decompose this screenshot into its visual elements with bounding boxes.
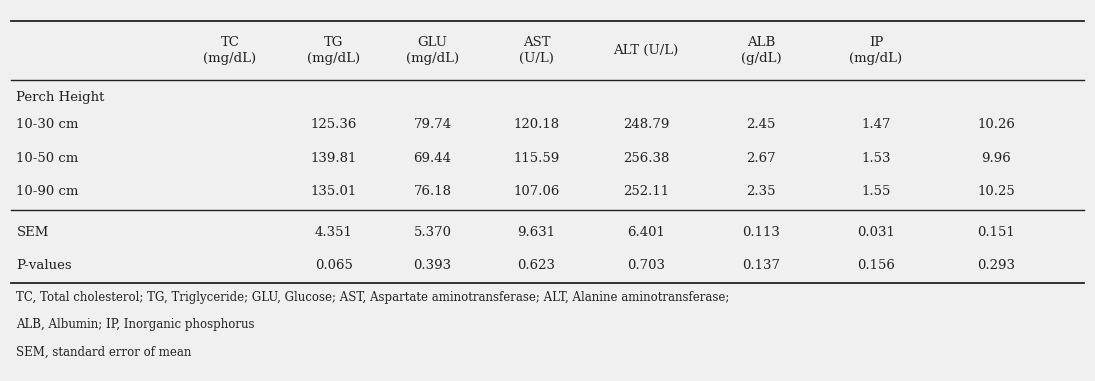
Text: 125.36: 125.36 <box>311 118 357 131</box>
Text: GLU
(mg/dL): GLU (mg/dL) <box>406 36 459 65</box>
Text: 0.113: 0.113 <box>742 226 780 239</box>
Text: Perch Height: Perch Height <box>16 91 105 104</box>
Text: 0.137: 0.137 <box>742 259 780 272</box>
Text: 6.401: 6.401 <box>627 226 665 239</box>
Text: 1.53: 1.53 <box>862 152 890 165</box>
Text: TG
(mg/dL): TG (mg/dL) <box>308 36 360 65</box>
Text: 10-50 cm: 10-50 cm <box>16 152 79 165</box>
Text: 10.26: 10.26 <box>978 118 1015 131</box>
Text: TC, Total cholesterol; TG, Triglyceride; GLU, Glucose; AST, Aspartate aminotrans: TC, Total cholesterol; TG, Triglyceride;… <box>16 291 729 304</box>
Text: IP
(mg/dL): IP (mg/dL) <box>850 36 902 65</box>
Text: ALB
(g/dL): ALB (g/dL) <box>740 36 782 65</box>
Text: ALB, Albumin; IP, Inorganic phosphorus: ALB, Albumin; IP, Inorganic phosphorus <box>16 318 255 331</box>
Text: 135.01: 135.01 <box>311 185 357 198</box>
Text: 9.631: 9.631 <box>518 226 555 239</box>
Text: 4.351: 4.351 <box>315 226 353 239</box>
Text: 2.45: 2.45 <box>747 118 775 131</box>
Text: 76.18: 76.18 <box>414 185 451 198</box>
Text: 120.18: 120.18 <box>514 118 560 131</box>
Text: AST
(U/L): AST (U/L) <box>519 36 554 65</box>
Text: 79.74: 79.74 <box>414 118 451 131</box>
Text: 2.67: 2.67 <box>746 152 776 165</box>
Text: SEM, standard error of mean: SEM, standard error of mean <box>16 346 192 359</box>
Text: 10-90 cm: 10-90 cm <box>16 185 79 198</box>
Text: 0.065: 0.065 <box>315 259 353 272</box>
Text: TC
(mg/dL): TC (mg/dL) <box>204 36 256 65</box>
Text: 0.031: 0.031 <box>857 226 895 239</box>
Text: 1.55: 1.55 <box>862 185 890 198</box>
Text: 115.59: 115.59 <box>514 152 560 165</box>
Text: 256.38: 256.38 <box>623 152 669 165</box>
Text: 0.156: 0.156 <box>857 259 895 272</box>
Text: 252.11: 252.11 <box>623 185 669 198</box>
Text: 10.25: 10.25 <box>978 185 1015 198</box>
Text: 10-30 cm: 10-30 cm <box>16 118 79 131</box>
Text: 0.623: 0.623 <box>518 259 555 272</box>
Text: 107.06: 107.06 <box>514 185 560 198</box>
Text: 1.47: 1.47 <box>862 118 890 131</box>
Text: P-values: P-values <box>16 259 72 272</box>
Text: 5.370: 5.370 <box>414 226 451 239</box>
Text: 139.81: 139.81 <box>311 152 357 165</box>
Text: 0.293: 0.293 <box>978 259 1015 272</box>
Text: 9.96: 9.96 <box>981 152 1012 165</box>
Text: 2.35: 2.35 <box>747 185 775 198</box>
Text: 0.703: 0.703 <box>627 259 665 272</box>
Text: 0.393: 0.393 <box>414 259 451 272</box>
Text: 0.151: 0.151 <box>978 226 1015 239</box>
Text: ALT (U/L): ALT (U/L) <box>613 44 679 57</box>
Text: 248.79: 248.79 <box>623 118 669 131</box>
Text: 69.44: 69.44 <box>414 152 451 165</box>
Text: SEM: SEM <box>16 226 49 239</box>
